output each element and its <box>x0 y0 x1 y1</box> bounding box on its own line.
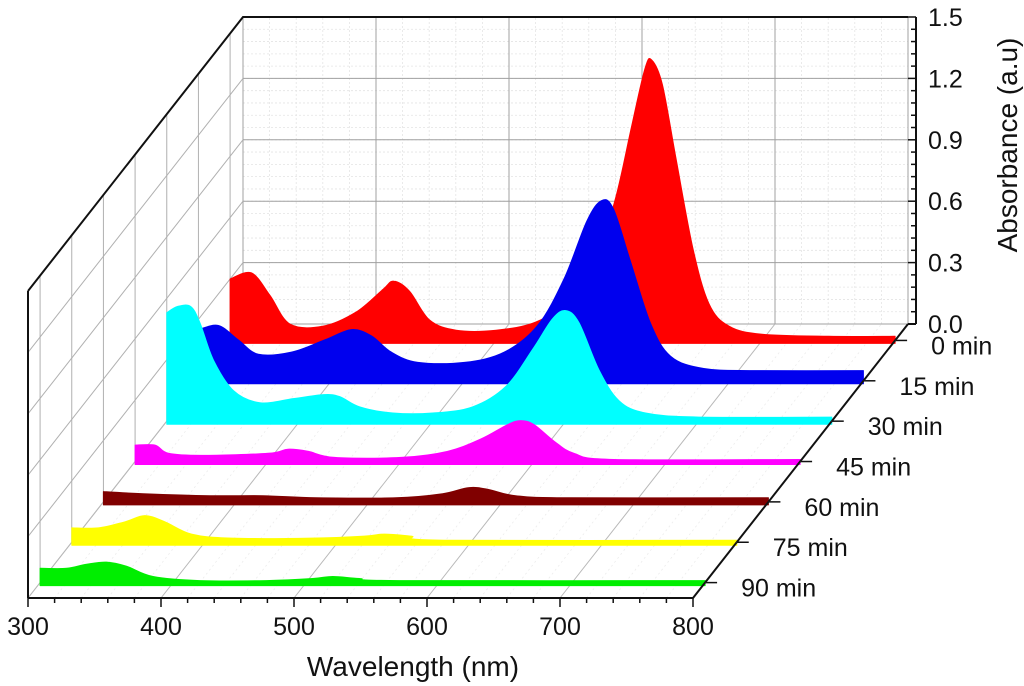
tick-labels: 300 400 500 600 700 800 0.0 0.3 0.6 0.9 1.2 1.5 0 mi… <box>7 4 992 641</box>
grid <box>27 16 909 599</box>
x-tick-label: 800 <box>672 613 714 641</box>
floor-minor-gridline <box>666 323 882 599</box>
x-tick-label: 700 <box>539 613 581 641</box>
x-axis-title: Wavelength (nm) <box>307 651 519 682</box>
x-tick-label: 500 <box>273 613 315 641</box>
z-tick-label: 1.5 <box>928 4 963 32</box>
series-60-min <box>102 486 769 506</box>
z-tick-label: 0.9 <box>928 127 963 155</box>
z-tick-label: 1.2 <box>928 65 963 93</box>
depth-tick-label: 15 min <box>899 373 974 401</box>
series-90-min <box>39 561 706 587</box>
z-tick-label: 0.6 <box>928 188 963 216</box>
depth-tick-label: 0 min <box>931 332 992 360</box>
depth-tick-label: 75 min <box>773 534 848 562</box>
series-layer <box>39 58 896 587</box>
floor-minor-gridline <box>586 323 802 599</box>
depth-tick-label: 60 min <box>804 494 879 522</box>
series-45-min <box>134 420 801 465</box>
series-75-min <box>71 515 738 546</box>
axes-frame <box>27 16 917 607</box>
z-axis-title: Absorbance (a.u) <box>992 38 1023 253</box>
depth-tick-label: 90 min <box>741 575 816 603</box>
depth-tick-label: 30 min <box>868 413 943 441</box>
z-tick-label: 0.3 <box>928 250 963 278</box>
top-frame-edge <box>27 16 908 292</box>
z-tick-label: 0.0 <box>928 311 963 339</box>
x-tick-label: 400 <box>140 613 182 641</box>
x-tick-label: 600 <box>406 613 448 641</box>
series-15-min <box>197 199 864 385</box>
series-30-min <box>166 304 833 425</box>
floor-minor-gridline <box>612 323 829 599</box>
depth-tick-label: 45 min <box>836 454 911 482</box>
x-tick-label: 300 <box>7 613 49 641</box>
floor-minor-gridline <box>639 323 856 599</box>
